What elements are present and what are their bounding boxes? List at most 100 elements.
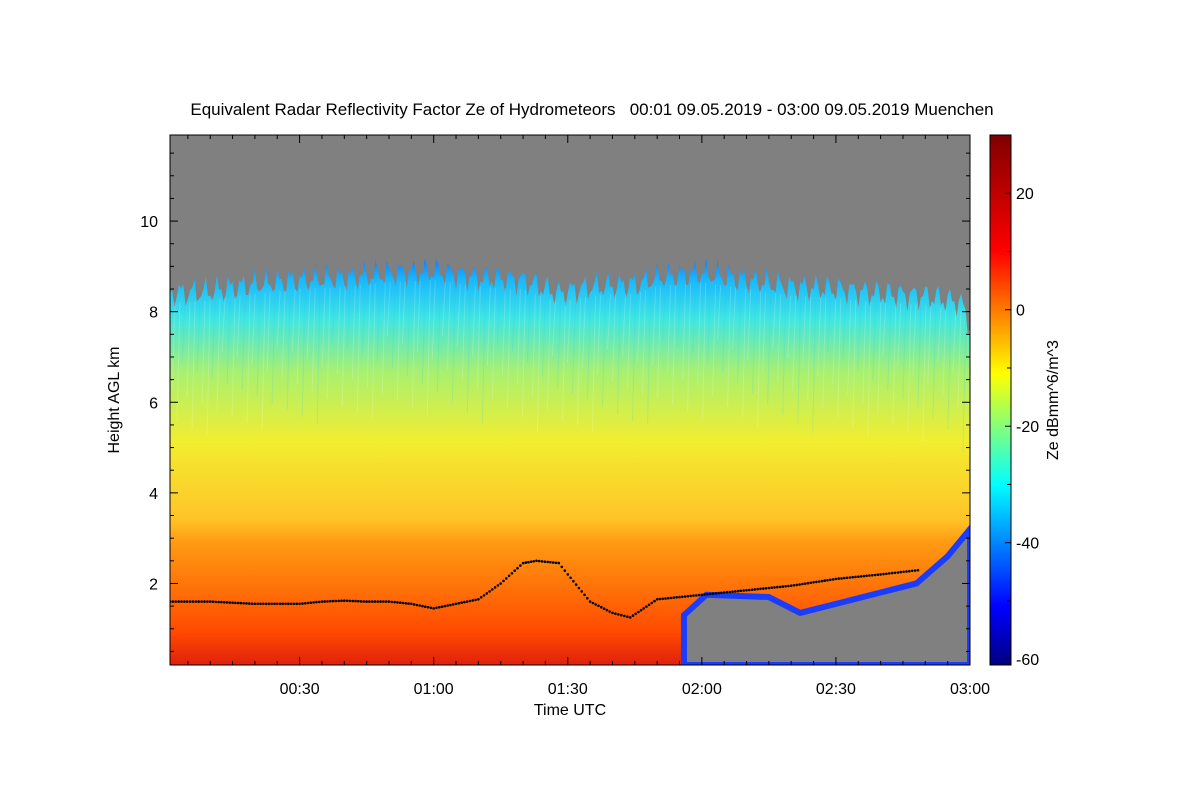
cloud-base-point [557,561,561,565]
cloud-base-point [620,613,623,617]
cloud-base-point [292,602,296,606]
cloud-base-point [703,593,706,596]
cloud-base-point [778,585,782,589]
fall-streak [937,307,942,363]
cloud-base-point [267,602,271,606]
cloud-base-point [767,586,771,590]
fall-streak [947,309,952,430]
cloud-base-point [482,594,486,597]
cloud-base-point [706,592,709,596]
cloud-base-point [315,600,318,604]
fall-streak [286,289,291,410]
cloud-base-point [689,594,692,598]
cloud-base-point [683,595,687,598]
fall-streak [767,292,772,405]
cloud-base-point [446,604,450,607]
fall-streak [371,283,376,420]
fall-streak [216,298,221,411]
cloud-base-point [532,560,536,563]
cloud-base-point [865,574,868,578]
cloud-base-point [597,604,600,608]
y-tick-label: 4 [149,486,158,503]
cloud-base-point [563,569,567,572]
fall-streak [511,288,516,352]
fall-streak [822,297,827,410]
cloud-base-point [639,608,643,612]
cloud-base-point [629,616,632,619]
cloud-base-point [572,579,575,583]
cloud-base-point [234,601,237,605]
cloud-base-point [784,585,787,588]
fall-streak [406,281,411,377]
cloud-base-point [287,602,290,606]
fall-streak [617,294,622,414]
fall-streak [366,284,371,388]
cloud-base-point [214,600,218,604]
fall-streak [717,285,722,340]
cloud-base-point [443,604,447,608]
cloud-base-point [631,614,635,617]
cloud-base-point [390,600,394,604]
cloud-base-point [770,586,773,589]
fall-streak [932,306,937,419]
cloud-base-point [276,602,279,606]
y-tick-label: 8 [149,305,158,322]
fall-streak [361,284,366,356]
fall-streak [667,285,672,373]
cloud-base-point [554,561,558,565]
colorbar-ticks: 20 0 -20 -40 -60 [1005,134,1039,669]
fall-streak [401,281,406,344]
cloud-base-point [655,598,659,601]
fall-streak [251,293,256,365]
colorbar-tick-label: -60 [1016,652,1039,669]
cloud-base-point [826,578,829,582]
fall-streak [296,288,301,385]
cloud-base-point [301,602,304,605]
fall-streaks [170,280,967,452]
fall-streak [201,300,206,404]
fall-streak [827,297,832,353]
fall-streak [727,286,732,407]
fall-streak [672,284,677,405]
fall-streak [276,290,281,346]
cloud-base-point [396,601,399,604]
fall-streak [546,299,551,411]
cloud-base-point [194,600,198,603]
cloud-base-point [697,593,701,597]
cloud-base-point [343,599,346,602]
cloud-base-point [217,600,220,604]
fall-streak [181,301,186,365]
cloud-base-point [658,597,662,601]
cloud-base-point [382,600,385,603]
fall-streak [271,291,276,403]
cloud-base-point [284,602,287,606]
x-tick-label: 01:30 [548,681,588,698]
fall-streak [762,291,767,371]
fall-streak [862,301,867,405]
cloud-base-point [510,572,514,575]
cloud-base-point [815,580,818,584]
cloud-base-point [306,601,310,605]
cloud-base-point [376,600,380,603]
cloud-base-point [415,603,419,607]
cloud-base-point [711,592,715,595]
colorbar-tick-label: 20 [1016,186,1034,203]
fall-streak [231,296,236,417]
cloud-base-point [527,560,530,564]
cloud-base-point [764,587,768,590]
cloud-base-point [700,593,704,597]
plot-frame [169,134,971,666]
cloud-base-point [426,605,430,609]
cloud-base-point [626,615,629,618]
cloud-base-point [451,603,455,606]
cloud-base-point [177,600,180,603]
fall-streak [461,284,466,380]
fall-streak [697,282,702,386]
fall-streak [336,286,341,374]
cloud-base-point [549,560,552,564]
fall-streak [481,287,486,424]
cloud-base-point [851,575,854,579]
cloud-base-point [521,561,525,565]
cloud-base-point [384,600,388,603]
cloud-base-point [185,600,189,603]
